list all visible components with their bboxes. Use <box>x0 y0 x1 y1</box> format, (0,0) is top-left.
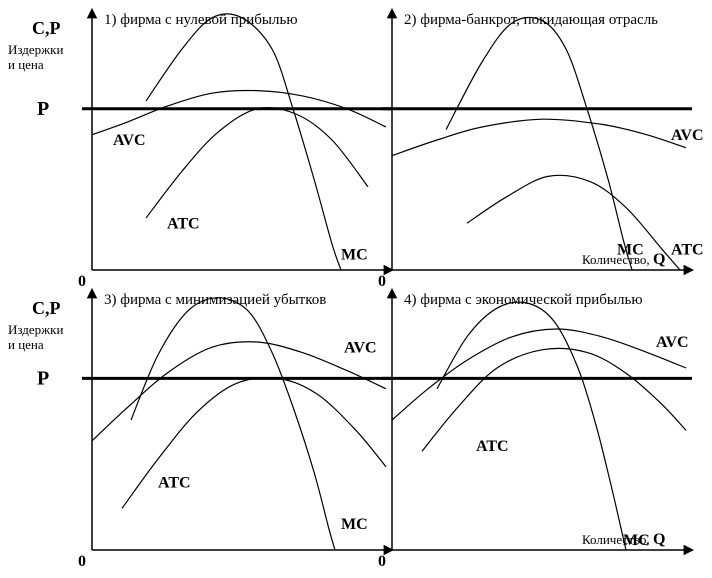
panel-title: 1) фирма с нулевой прибылью <box>104 12 298 28</box>
panel-title: 2) фирма-банкрот, покидающая отрасль <box>404 12 658 28</box>
avc-label: AVC <box>344 339 377 356</box>
economics-chart-svg: 1) фирма с нулевой прибыльюATCAVCMC02) ф… <box>0 0 712 578</box>
y-axis-title: C,P <box>32 298 61 318</box>
mc-curve <box>131 298 335 550</box>
y-axis-subtitle: и цена <box>8 57 44 72</box>
price-label: P <box>37 367 49 389</box>
atc-label: ATC <box>671 241 704 258</box>
x-axis-label: Количество, Q <box>582 251 665 268</box>
panel-title: 4) фирма с экономической прибылью <box>404 292 643 308</box>
y-axis-subtitle: и цена <box>8 337 44 352</box>
mc-curve <box>446 17 632 270</box>
origin-label: 0 <box>78 553 86 570</box>
avc-label: AVC <box>113 132 146 149</box>
panel-title: 3) фирма с минимизацией убытков <box>104 292 326 308</box>
price-label: P <box>37 98 49 120</box>
panel-3: 3) фирма с минимизацией убытков ATC AVC MC 0 <box>78 290 392 570</box>
panel-1: 1) фирма с нулевой прибылью ATC AVC MC 0 <box>78 10 392 290</box>
avc-curve <box>92 90 386 134</box>
y-axis-subtitle: Издержки <box>8 42 63 57</box>
x-axis-label: Количество, Q <box>582 531 665 548</box>
avc-curve <box>392 329 686 420</box>
chart-grid: 1) фирма с нулевой прибыльюATCAVCMC02) ф… <box>0 0 712 578</box>
origin-label: 0 <box>378 553 386 570</box>
origin-label: 0 <box>378 273 386 290</box>
atc-label: ATC <box>167 215 200 232</box>
mc-label: MC <box>341 247 368 264</box>
origin-label: 0 <box>78 273 86 290</box>
avc-label: AVC <box>656 334 689 351</box>
mc-label: MC <box>341 516 368 533</box>
avc-label: AVC <box>671 127 704 144</box>
atc-label: ATC <box>158 475 191 492</box>
y-axis-title: C,P <box>32 18 61 38</box>
atc-label: ATC <box>476 438 509 455</box>
mc-curve <box>437 302 626 550</box>
panel-4: 4) фирма с экономической прибыльюATCAVCM… <box>378 290 692 570</box>
y-axis-subtitle: Издержки <box>8 322 63 337</box>
avc-curve <box>392 119 686 155</box>
avc-curve <box>92 342 386 441</box>
atc-curve <box>146 108 368 218</box>
panel-2: 2) фирма-банкрот, покидающая отрасль ATC A… <box>378 10 704 290</box>
